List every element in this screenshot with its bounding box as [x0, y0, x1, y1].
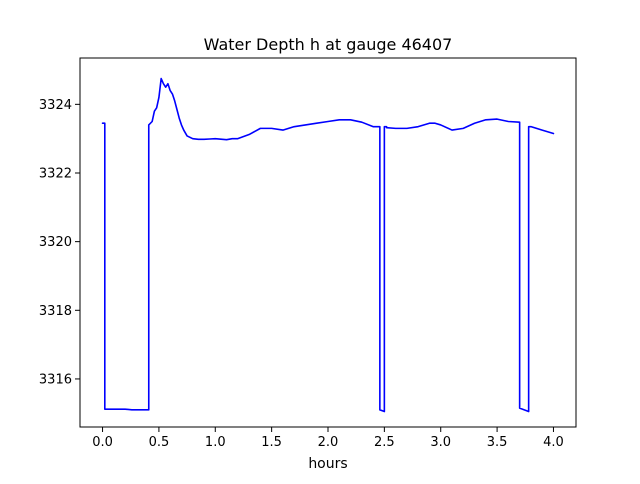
- x-axis-label: hours: [308, 456, 347, 472]
- x-tick-label: 4.0: [543, 435, 564, 450]
- x-tick-label: 1.5: [261, 435, 282, 450]
- y-axis-ticks: 3316 3318 3320 3322 3324: [39, 98, 80, 387]
- x-tick-label: 2.5: [374, 435, 395, 450]
- series-layer: [101, 77, 555, 413]
- y-tick-label: 3324: [39, 98, 72, 113]
- series-line: [101, 77, 555, 413]
- x-tick-label: 3.5: [487, 435, 508, 450]
- x-tick-label: 3.0: [430, 435, 451, 450]
- x-tick-label: 2.0: [318, 435, 339, 450]
- x-tick-label: 0.0: [92, 435, 113, 450]
- y-tick-label: 3322: [39, 166, 72, 181]
- y-tick-label: 3318: [39, 304, 72, 319]
- x-tick-label: 1.0: [205, 435, 226, 450]
- chart-title: Water Depth h at gauge 46407: [204, 35, 453, 54]
- y-tick-label: 3320: [39, 235, 72, 250]
- y-tick-label: 3316: [39, 372, 72, 387]
- x-tick-label: 0.5: [149, 435, 170, 450]
- x-axis-ticks: 0.0 0.5 1.0 1.5 2.0 2.5 3.0 3.5 4.0: [92, 427, 564, 450]
